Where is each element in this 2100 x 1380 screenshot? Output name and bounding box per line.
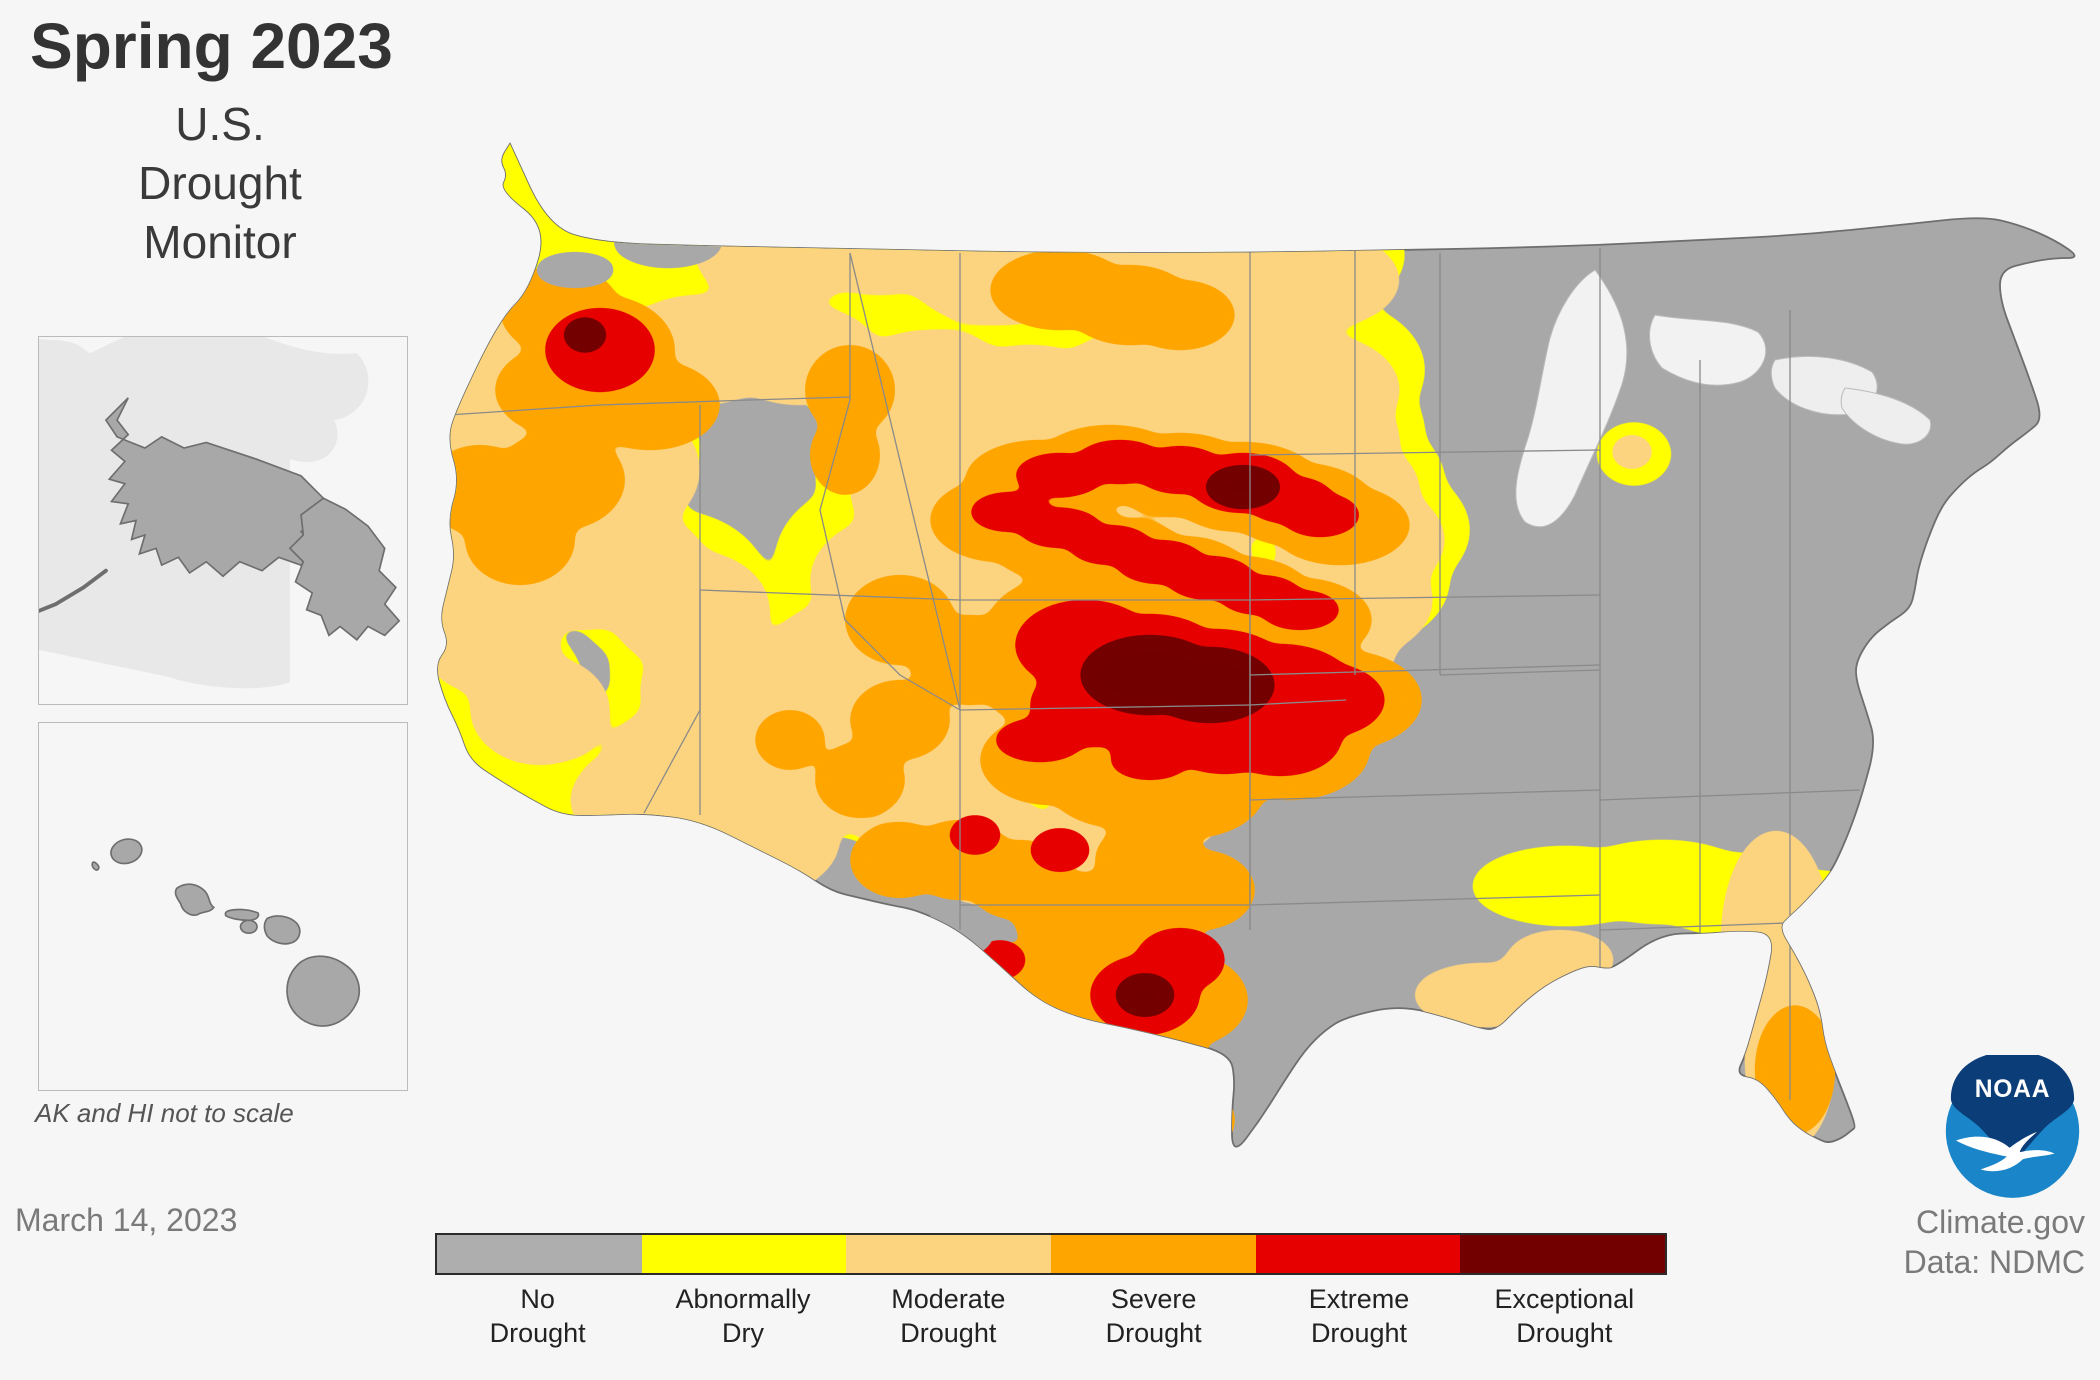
svg-text:NOAA: NOAA [1975, 1076, 2050, 1103]
